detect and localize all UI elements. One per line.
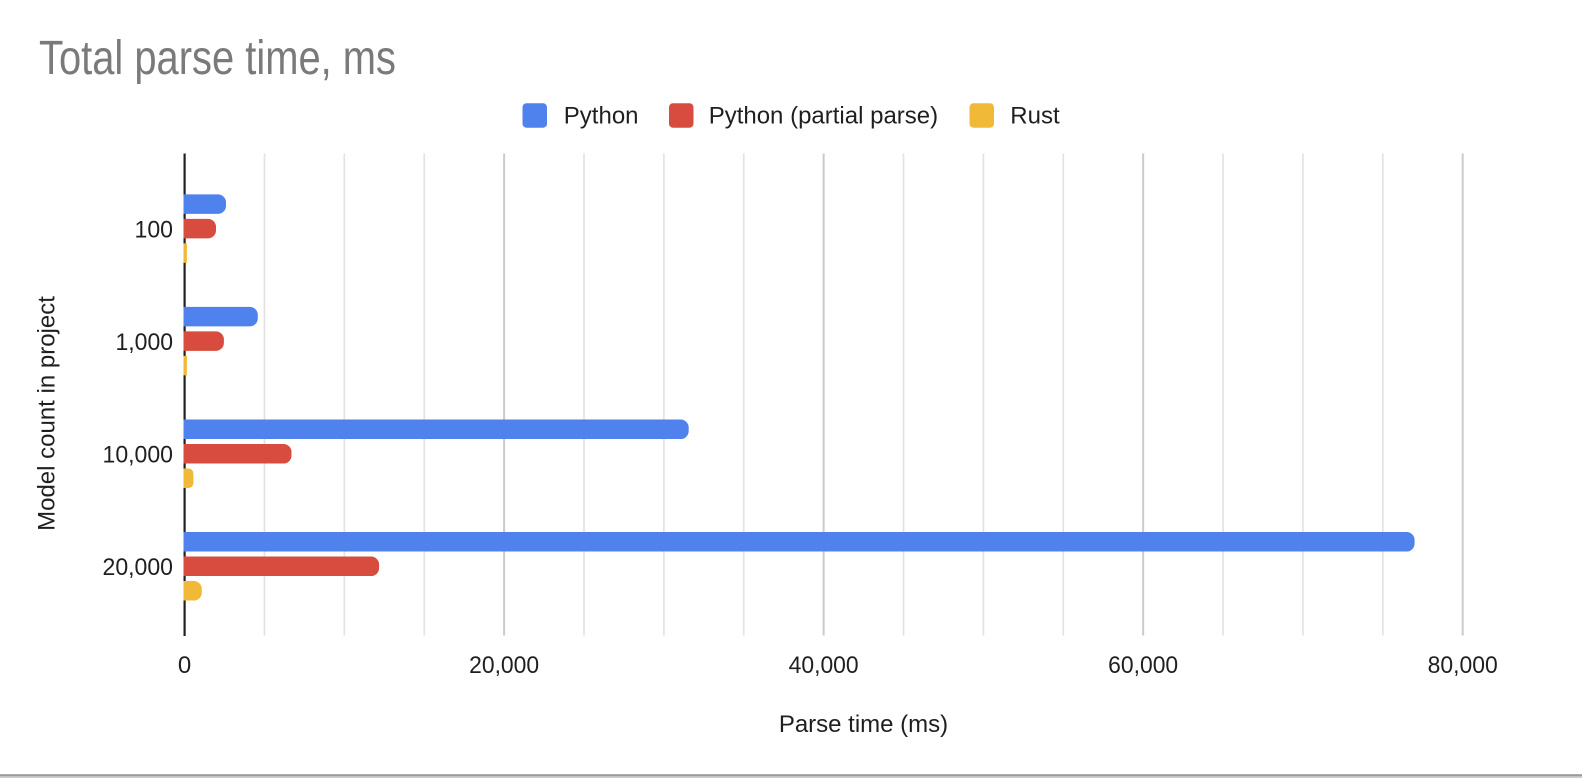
svg-text:1,000: 1,000	[116, 329, 174, 356]
svg-text:Python: Python	[564, 102, 639, 129]
svg-text:10,000: 10,000	[103, 441, 174, 468]
svg-text:Rust: Rust	[1010, 102, 1060, 129]
svg-text:80,000: 80,000	[1428, 652, 1498, 679]
svg-text:Model count in project: Model count in project	[34, 296, 61, 531]
svg-text:0: 0	[178, 652, 191, 679]
svg-text:100: 100	[135, 216, 174, 243]
svg-text:Parse time (ms): Parse time (ms)	[779, 711, 948, 738]
svg-text:40,000: 40,000	[789, 652, 859, 679]
svg-text:60,000: 60,000	[1108, 652, 1178, 679]
svg-text:20,000: 20,000	[469, 652, 539, 679]
svg-text:20,000: 20,000	[103, 554, 174, 581]
svg-text:Total parse time, ms: Total parse time, ms	[39, 32, 396, 85]
svg-text:Python (partial parse): Python (partial parse)	[709, 102, 938, 129]
